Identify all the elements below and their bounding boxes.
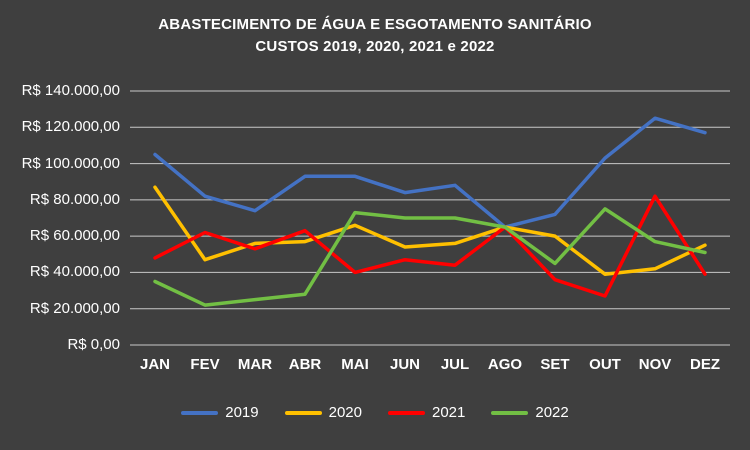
legend-label: 2021 xyxy=(432,404,466,421)
legend-line-marker xyxy=(388,410,425,415)
series-line-2022 xyxy=(153,207,707,307)
legend-label: 2022 xyxy=(535,404,569,421)
legend-label: 2019 xyxy=(225,404,259,421)
y-axis-tick-label: R$ 20.000,00 xyxy=(29,299,120,317)
x-axis-tick-label: NOV xyxy=(638,356,672,373)
x-axis-tick-label: AGO xyxy=(487,356,523,373)
y-axis-tick-label: R$ 100.000,00 xyxy=(21,154,120,172)
x-axis-labels: JAN FEV MAR ABR MAI JUN JUL AGO SET OUT NOV DEZ xyxy=(130,356,730,373)
y-axis-labels: R$ 140.000,00 R$ 120.000,00 R$ 100.000,00 R… xyxy=(0,0,120,450)
y-axis-tick-label: R$ 0,00 xyxy=(67,336,120,353)
series-line-2021 xyxy=(153,194,707,298)
x-axis-tick-label: DEZ xyxy=(690,356,720,373)
legend-item-2021: 2021 xyxy=(388,404,465,421)
chart-title: ABASTECIMENTO DE ÁGUA E ESGOTAMENTO SANI… xyxy=(0,14,750,58)
y-axis-tick-label: R$ 120.000,00 xyxy=(21,118,120,136)
y-axis-tick-label: R$ 140.000,00 xyxy=(21,82,120,99)
x-axis-tick-label: JUL xyxy=(440,356,470,373)
x-axis-tick-label: SET xyxy=(540,356,570,373)
legend-label: 2020 xyxy=(328,404,362,421)
x-axis-tick-label: MAI xyxy=(341,356,369,373)
legend-item-2019: 2019 xyxy=(181,404,259,421)
series-line-2019 xyxy=(153,116,707,229)
chart-title-line1: ABASTECIMENTO DE ÁGUA E ESGOTAMENTO SANI… xyxy=(158,16,592,33)
x-axis-tick-label: JAN xyxy=(139,356,170,373)
y-axis-tick-label: R$ 60.000,00 xyxy=(29,227,120,245)
x-axis-tick-label: JUN xyxy=(389,356,420,373)
x-axis-tick-label: MAR xyxy=(237,356,273,373)
chart-legend: 2019 2020 2021 2022 xyxy=(0,404,750,421)
legend-line-marker xyxy=(491,410,529,415)
chart-plot-area xyxy=(130,90,730,346)
legend-line-marker xyxy=(284,410,322,415)
x-axis-tick-label: FEV xyxy=(190,356,220,373)
legend-line-marker xyxy=(181,410,219,415)
legend-item-2020: 2020 xyxy=(284,404,362,421)
chart-title-line2: CUSTOS 2019, 2020, 2021 e 2022 xyxy=(255,38,495,55)
legend-item-2022: 2022 xyxy=(491,404,569,421)
x-axis-tick-label: OUT xyxy=(589,356,621,373)
y-axis-tick-label: R$ 80.000,00 xyxy=(29,190,120,208)
y-axis-tick-label: R$ 40.000,00 xyxy=(29,263,120,281)
x-axis-tick-label: ABR xyxy=(288,356,322,373)
